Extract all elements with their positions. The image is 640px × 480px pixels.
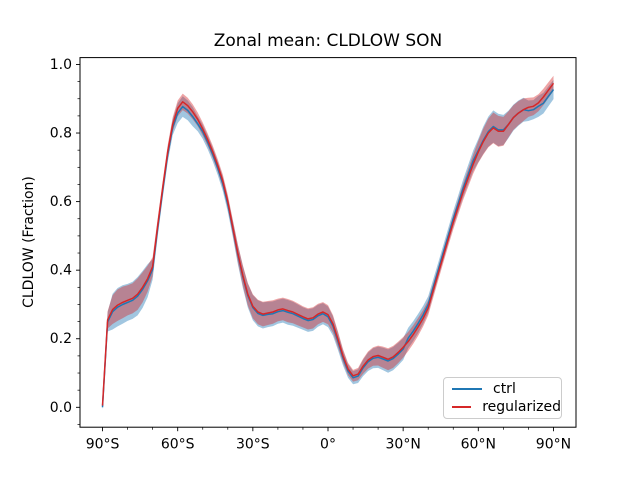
y-axis-label: CLDLOW (Fraction) [21, 176, 37, 308]
y-tick-label: 0.2 [50, 331, 72, 347]
x-tick-label: 0° [320, 437, 336, 453]
x-tick-label: 30°S [236, 437, 270, 453]
x-tick-label: 60°N [461, 437, 496, 453]
legend-entry-ctrl: ctrl [444, 380, 561, 398]
y-tick-label: 0.0 [50, 400, 72, 416]
legend-label-ctrl: ctrl [493, 381, 516, 397]
x-tick-label: 90°S [86, 437, 120, 453]
y-tick-label: 0.8 [50, 126, 72, 142]
chart-title: Zonal mean: CLDLOW SON [213, 31, 443, 51]
legend-label-regularized: regularized [482, 399, 561, 415]
y-tick-label: 1.0 [50, 57, 72, 73]
x-tick-label: 30°N [386, 437, 421, 453]
y-tick-label: 0.6 [50, 194, 72, 210]
band-regularized [102, 75, 554, 409]
axes-spines [79, 57, 577, 428]
x-tick-label: 60°S [161, 437, 195, 453]
legend: ctrl regularized [443, 377, 562, 419]
x-tick-label: 90°N [536, 437, 571, 453]
y-tick-label: 0.4 [50, 263, 72, 279]
line-regularized [101, 82, 555, 406]
legend-line-regularized [452, 406, 472, 408]
legend-entry-regularized: regularized [444, 398, 561, 416]
legend-line-ctrl [452, 388, 482, 390]
